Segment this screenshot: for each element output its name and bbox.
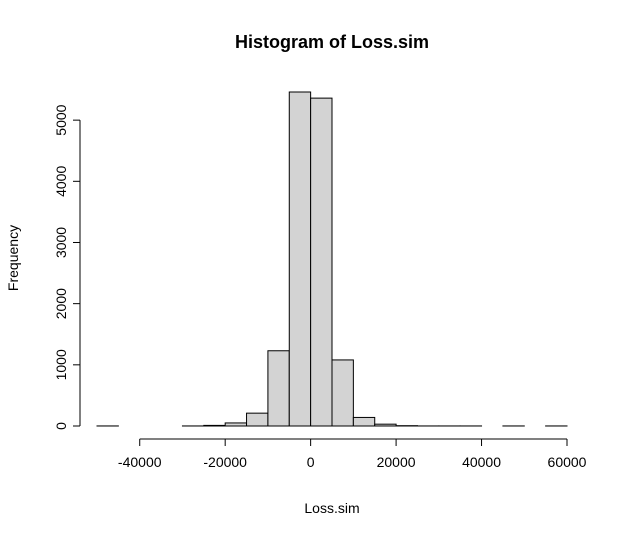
histogram-bar — [224, 422, 248, 427]
histogram-bar — [352, 416, 376, 427]
histogram-bar — [288, 91, 312, 427]
y-tick-label: 3000 — [53, 227, 69, 258]
y-axis-label: Frequency — [5, 225, 21, 291]
histogram-bar — [331, 359, 354, 427]
x-tick-label: -40000 — [118, 454, 162, 470]
x-tick-label: 40000 — [462, 454, 501, 470]
histogram-bar — [203, 424, 226, 427]
chart-title: Histogram of Loss.sim — [235, 32, 429, 52]
histogram-bar — [310, 97, 333, 427]
histogram-bar — [246, 412, 269, 427]
y-tick-label: 5000 — [53, 104, 69, 135]
x-axis-label: Loss.sim — [304, 500, 359, 516]
x-tick-label: 20000 — [377, 454, 416, 470]
y-tick-label: 0 — [53, 422, 69, 430]
histogram-bars — [96, 91, 568, 427]
y-axis: 0 1000 2000 3000 4000 5000 — [53, 104, 81, 430]
y-tick-label: 2000 — [53, 288, 69, 319]
x-axis: -40000 -20000 0 20000 40000 60000 — [118, 438, 587, 470]
x-tick-label: 60000 — [548, 454, 587, 470]
y-tick-label: 1000 — [53, 349, 69, 380]
x-tick-label: 0 — [307, 454, 315, 470]
histogram-bar — [374, 423, 397, 427]
y-tick-label: 4000 — [53, 166, 69, 197]
x-tick-label: -20000 — [203, 454, 247, 470]
histogram-bar — [267, 350, 290, 427]
